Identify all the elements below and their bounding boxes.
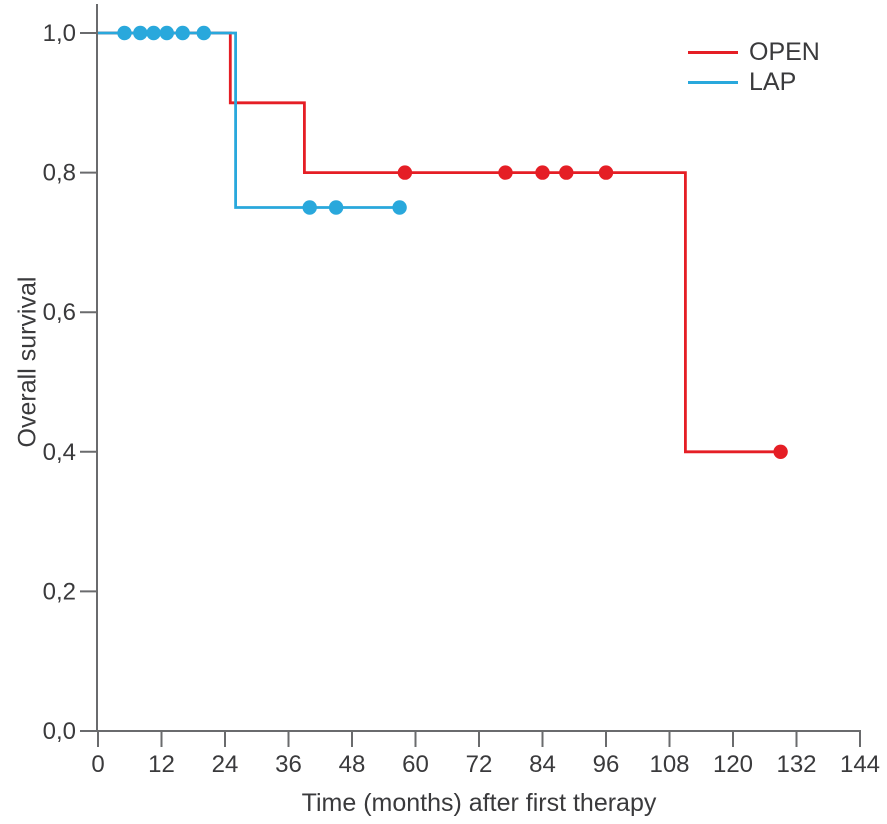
open-survival-curve [98,31,781,454]
x-tick-label: 72 [466,751,493,778]
lap-censor-mark [302,200,317,215]
lap-series-line-icon [688,80,738,84]
x-tick-label: 36 [275,751,302,778]
open-censor-mark [598,165,614,180]
open-series-line-icon [688,50,738,54]
x-tick-label: 84 [529,751,556,778]
lap-censor-mark [146,25,161,41]
legend-label-lap: LAP [749,68,797,96]
lap-survival-curve [98,31,400,209]
lap-censor-mark [328,200,344,215]
y-tick-label: 0,2 [43,578,76,605]
x-tick-label: 132 [776,751,816,778]
x-tick-label: 48 [339,751,366,778]
legend: OPEN LAP [688,39,820,95]
y-tick-label: 0,4 [43,439,76,466]
x-tick-label: 144 [840,751,880,778]
lap-censor-mark [159,25,174,41]
open-censor-mark [773,444,788,459]
open-censor-mark [559,165,574,180]
x-tick-label: 60 [402,751,429,778]
x-tick-label: 96 [593,751,620,778]
lap-censor-mark [196,25,211,41]
lap-censor-mark [117,25,132,41]
open-censor-mark [535,165,550,180]
x-tick-label: 12 [148,751,175,778]
x-tick-label: 24 [212,751,239,778]
legend-item-lap: LAP [688,69,820,95]
x-axis-title: Time (months) after first therapy [301,789,657,817]
legend-item-open: OPEN [688,39,820,65]
open-censor-mark [397,165,413,180]
y-tick-label: 1,0 [43,20,76,47]
y-tick-label: 0,8 [43,160,76,187]
y-tick-label: 0,0 [43,718,76,745]
x-tick-label: 108 [649,751,689,778]
open-censor-mark [498,165,513,180]
x-tick-label: 0 [91,751,104,778]
lap-censor-mark [133,25,148,41]
lap-censor-mark [175,25,190,41]
x-tick-label: 120 [713,751,753,778]
lap-censor-mark [392,200,407,215]
y-axis-title: Overall survival [13,276,42,448]
y-tick-label: 0,6 [43,299,76,326]
legend-label-open: OPEN [749,38,820,66]
